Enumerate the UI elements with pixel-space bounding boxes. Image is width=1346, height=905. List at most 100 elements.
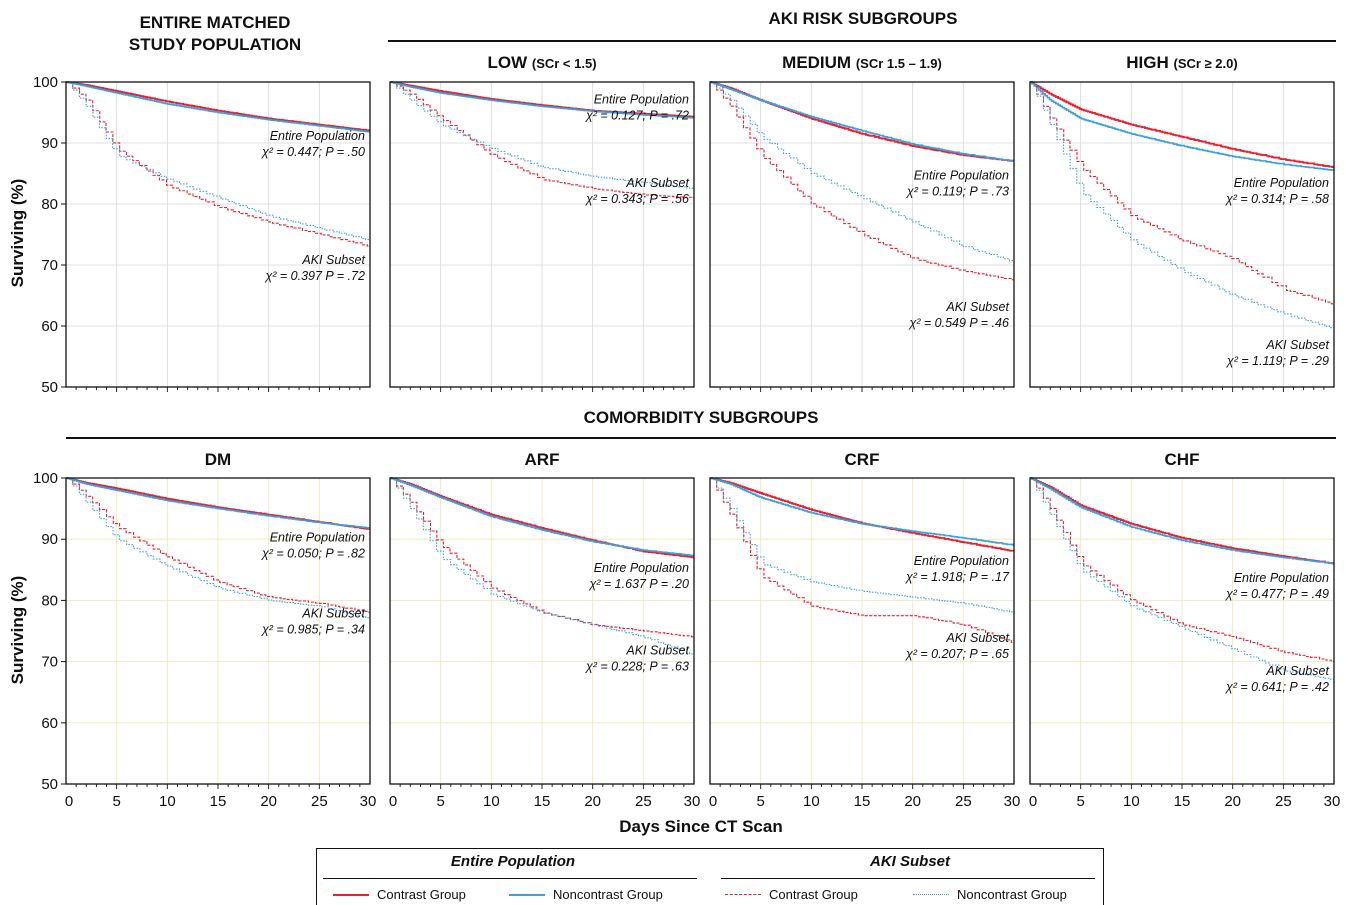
aki-noncontrast-line [710,81,1014,262]
panel-title-low: LOW (SCr < 1.5) [390,52,694,75]
x-tick-label: 10 [483,793,500,810]
y-axis-label-bottom: Surviving (%) [8,575,27,685]
annotation-stat: χ² = 0.447; P = .50 [261,145,365,159]
entire-contrast-line [1030,477,1334,565]
panel-title-crf: CRF [844,450,880,469]
annotation-label: Entire Population [914,554,1009,568]
legend-aki-header: AKI Subset [869,853,950,870]
aki-contrast-line [1030,477,1334,662]
x-tick-label: 15 [210,793,227,810]
y-tick-label: 70 [41,257,58,274]
aki-contrast-line [710,81,1014,281]
annotation-label: AKI Subset [625,643,689,657]
legend-item-entire-contrast: Contrast Group [333,887,466,902]
legend-label-aki-noncontrast: Noncontrast Group [957,887,1067,902]
annotation-stat: χ² = 0.343; P = .56 [585,192,689,206]
legend-label-entire-noncontrast: Noncontrast Group [553,887,663,902]
annotation-label: Entire Population [594,561,689,575]
entire-contrast-line [1030,81,1334,169]
panel-title-medium: MEDIUM (SCr 1.5 – 1.9) [710,52,1014,75]
panel-title-chf: CHF [1164,450,1200,469]
x-tick-label: 5 [756,793,764,810]
x-tick-label: 0 [65,793,73,810]
x-tick-label: 15 [534,793,551,810]
aki-noncontrast-line [1030,81,1334,329]
legend-item-aki-contrast: Contrast Group [725,887,858,902]
legend-swatch-entire-noncontrast [509,893,545,896]
x-tick-label: 10 [1123,793,1140,810]
x-tick-label: 15 [854,793,871,810]
aki-risk-rule [388,40,1336,42]
x-tick-label: 0 [389,793,397,810]
annotation-stat: χ² = 0.207; P = .65 [905,647,1009,661]
x-axis-label: Days Since CT Scan [619,817,783,836]
x-tick-label: 20 [904,793,921,810]
x-tick-label: 5 [1076,793,1084,810]
legend-swatch-entire-contrast [333,893,369,896]
aki-contrast-line [390,477,694,638]
entire-header: ENTIRE MATCHED STUDY POPULATION [80,12,350,56]
annotation-label: Entire Population [1234,176,1329,190]
y-tick-label: 60 [41,715,58,732]
y-tick-label: 100 [33,470,58,487]
panel-title-medium-main: MEDIUM [782,53,852,72]
x-tick-label: 30 [1004,793,1021,810]
legend-label-entire-contrast: Contrast Group [377,887,466,902]
panel-crf: 0 5 10 15 20 25 30 Entire Population χ² = 1.918;… [709,477,1021,810]
aki-noncontrast-line [390,477,694,655]
entire-noncontrast-line [390,477,694,557]
entire-noncontrast-line [66,81,370,133]
x-tick-label: 25 [1275,793,1292,810]
y-axis-label-top: Surviving (%) [8,178,27,288]
x-tick-label: 30 [684,793,701,810]
x-tick-label: 0 [709,793,717,810]
entire-header-line1: ENTIRE MATCHED [139,13,291,32]
x-tick-label: 25 [955,793,972,810]
x-tick-label: 5 [112,793,120,810]
y-tick-label: 90 [41,135,58,152]
annotation-label: AKI Subset [301,607,365,621]
x-tick-label: 15 [1174,793,1191,810]
x-tick-label: 30 [360,793,377,810]
panel-medium: Entire Population χ² = 0.119; P = .73 AKI … [709,81,1015,392]
annotation-stat: χ² = 0.314; P = .58 [1225,192,1329,206]
panel-title-low-main: LOW [487,53,528,72]
annotation-label: AKI Subset [945,300,1009,314]
legend-entire-rule [323,878,697,879]
aki-noncontrast-line [390,81,694,189]
legend-entire-header: Entire Population [450,853,576,870]
annotation-stat: χ² = 1.918; P = .17 [905,570,1010,584]
annotation-label: Entire Population [270,129,365,143]
panel-title-arf: ARF [524,450,560,469]
entire-contrast-line [390,81,694,118]
entire-noncontrast-line [390,81,694,119]
panel-title-high: HIGH (SCr ≥ 2.0) [1030,52,1334,75]
y-tick-label: 50 [41,379,58,396]
x-tick-label: 5 [436,793,444,810]
comorbidity-rule [66,437,1336,439]
annotation-stat: χ² = 1.637 P = .20 [588,577,689,591]
entire-noncontrast-line [66,477,370,529]
panel-title-high-sub: (SCr ≥ 2.0) [1173,56,1238,71]
y-tick-label: 70 [41,654,58,671]
panel-entire: 100 90 80 70 60 50 Entire Population χ² = 0.447… [33,74,371,396]
x-tick-label: 10 [159,793,176,810]
aki-risk-header: AKI RISK SUBGROUPS [768,9,958,28]
x-tick-label: 0 [1029,793,1037,810]
y-tick-label: 60 [41,318,58,335]
annotation-label: AKI Subset [625,176,689,190]
panel-dm: 100 90 80 70 60 50 0 5 10 15 20 25 30 Entire Populati… [33,470,377,810]
x-tick-label: 10 [803,793,820,810]
panel-arf: 0 5 10 15 20 25 30 Entire Population χ² = 1.637 … [389,477,701,810]
y-tick-label: 50 [41,776,58,793]
annotation-label: AKI Subset [301,253,365,267]
x-tick-label: 30 [1324,793,1341,810]
x-tick-label: 20 [1224,793,1241,810]
annotation-stat: χ² = 0.397 P = .72 [264,269,365,283]
annotation-stat: χ² = 0.127; P = .72 [585,108,689,122]
panel-title-dm: DM [204,450,232,469]
aki-contrast-line [66,81,370,247]
annotation-label: AKI Subset [1265,664,1329,678]
legend: Entire Population AKI Subset Contrast Gr… [316,848,1104,905]
panel-title-high-main: HIGH [1126,53,1169,72]
